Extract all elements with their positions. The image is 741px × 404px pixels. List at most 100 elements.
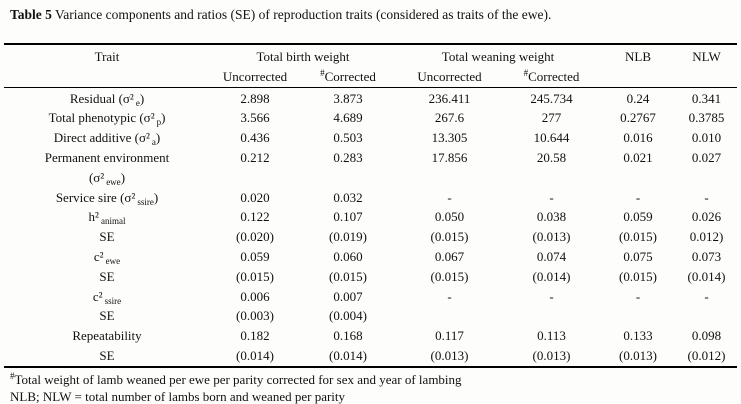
table-row: SE (0.014) (0.014) (0.013) (0.013) (0.013) (0.… — [4, 346, 737, 367]
trait-label: Residual (σ² e) — [69, 90, 145, 108]
value-cell: (0.013) — [430, 347, 469, 363]
footnote-nlb-nlw: NLB; NLW = total number of lambs born an… — [10, 388, 737, 404]
value-cell: (0.013) — [532, 229, 571, 245]
value-cell: 0.026 — [691, 209, 722, 225]
value-cell: (0.003) — [236, 308, 274, 324]
footnote-text: Total weight of lamb weaned per ewe per … — [14, 371, 462, 387]
table-row: SE (0.015) (0.015) (0.015) (0.014) (0.015) (0.… — [4, 267, 737, 287]
value-cell: (0.014) — [532, 268, 571, 284]
value-cell: (0.014) — [687, 268, 726, 284]
value-cell: 20.58 — [536, 149, 567, 165]
value-cell: 0.117 — [435, 328, 464, 344]
value-cell: 3.873 — [333, 90, 363, 106]
subheader-blank — [676, 67, 737, 87]
value-cell: - — [704, 288, 709, 304]
value-cell: 0.107 — [333, 209, 363, 225]
table-row: h² animal 0.122 0.107 0.050 0.038 0.059 0.026 — [4, 207, 737, 227]
value-cell: 0.3785 — [688, 110, 725, 126]
value-cell: (0.015) — [619, 229, 657, 245]
value-cell: (0.013) — [532, 347, 571, 363]
value-cell: 0.027 — [691, 149, 722, 165]
value-cell: 0.212 — [240, 149, 270, 165]
trait-label: SE — [99, 268, 115, 284]
value-cell: (0.015) — [329, 268, 367, 284]
value-cell: 4.689 — [333, 110, 363, 126]
subheader-blank — [600, 67, 676, 87]
value-cell: 0.436 — [240, 130, 270, 146]
value-cell: - — [549, 288, 554, 304]
value-cell: (0.015) — [430, 229, 469, 245]
table-header: Trait Total birth weight Total weaning w… — [4, 44, 738, 88]
value-cell — [600, 306, 676, 326]
value-cell: - — [447, 288, 452, 304]
column-group-total-weaning-weight: Total weaning weight — [441, 49, 555, 64]
value-cell — [503, 306, 600, 326]
value-cell: (0.015) — [619, 268, 657, 284]
value-cell: 0.007 — [333, 288, 363, 304]
value-cell: 10.644 — [533, 130, 570, 146]
value-cell: 0.021 — [623, 149, 653, 165]
table-row: SE (0.003) (0.004) — [4, 306, 737, 326]
value-cell: (0.015) — [236, 268, 274, 284]
footnote-text: NLB; NLW = total number of lambs born an… — [10, 389, 346, 404]
value-cell: (0.012) — [687, 347, 726, 363]
value-cell: 0.075 — [623, 248, 653, 264]
value-cell: - — [635, 288, 641, 304]
table-row: Residual (σ² e) 2.898 3.873 236.411 245.734 0.… — [4, 87, 737, 108]
table-row: Repeatability 0.182 0.168 0.117 0.113 0.133 0.… — [4, 326, 737, 346]
value-cell: 0.032 — [333, 189, 363, 205]
value-cell: 0.012) — [689, 229, 724, 245]
column-header-nlb: NLB — [625, 49, 652, 64]
value-cell: (0.020) — [236, 229, 274, 245]
trait-label: c² ssire — [92, 288, 122, 306]
value-cell: 0.010 — [691, 130, 722, 146]
table-row: c² ssire 0.006 0.007 - - - - — [4, 287, 737, 307]
value-cell: 0.24 — [626, 90, 650, 106]
corrected-marker: # — [523, 67, 529, 78]
trait-label: SE — [99, 229, 115, 245]
column-subheader: #Corrected — [320, 67, 376, 84]
corrected-marker: # — [320, 67, 325, 78]
footnote-corrected: #Total weight of lamb weaned per ewe per… — [10, 371, 737, 389]
value-cell: 267.6 — [434, 110, 465, 126]
column-subheader: Uncorrected — [222, 68, 288, 84]
value-cell: 3.566 — [240, 110, 270, 126]
value-cell: 0.074 — [536, 248, 567, 264]
value-cell: 13.305 — [431, 130, 468, 146]
trait-label: Direct additive (σ² a) — [53, 130, 161, 148]
value-cell: 0.038 — [536, 209, 567, 225]
header-row-groups: Trait Total birth weight Total weaning w… — [4, 44, 737, 67]
value-cell: 0.283 — [333, 149, 363, 165]
table-row: Permanent environment (σ² ewe) 0.212 0.283 17… — [4, 148, 737, 188]
value-cell: 0.020 — [240, 189, 270, 205]
table-number: Table 5 — [10, 7, 52, 22]
value-cell: 0.133 — [623, 328, 653, 344]
table-caption-text: Variance components and ratios (SE) of r… — [51, 7, 552, 22]
table-row: Service sire (σ² ssire) 0.020 0.032 - - - - — [4, 188, 737, 208]
trait-label: SE — [99, 308, 115, 324]
trait-label: Repeatability — [72, 328, 142, 344]
table-row: SE (0.020) (0.019) (0.015) (0.013) (0.015) 0.0… — [4, 227, 737, 247]
value-cell: 17.856 — [431, 149, 468, 165]
column-subheader: #Corrected — [523, 67, 580, 84]
value-cell: - — [447, 189, 452, 205]
table-body: Residual (σ² e) 2.898 3.873 236.411 245.734 0.… — [4, 87, 737, 367]
trait-label: c² ewe — [93, 248, 121, 266]
table-row: Total phenotypic (σ² p) 3.566 4.689 267.6 277… — [4, 108, 737, 128]
value-cell: (0.015) — [430, 268, 469, 284]
value-cell: (0.019) — [329, 229, 367, 245]
value-cell: - — [704, 189, 709, 205]
value-cell: 0.006 — [240, 288, 270, 304]
value-cell — [396, 306, 503, 326]
value-cell: 0.182 — [240, 328, 270, 344]
value-cell: 236.411 — [428, 90, 471, 106]
table-caption: Table 5 Variance components and ratios (… — [10, 6, 731, 24]
value-cell: 0.060 — [333, 248, 363, 264]
column-header-trait: Trait — [94, 49, 120, 64]
table-row: c² ewe 0.059 0.060 0.067 0.074 0.075 0.073 — [4, 247, 737, 267]
footnotes: #Total weight of lamb weaned per ewe per… — [10, 371, 737, 404]
value-cell: - — [549, 189, 554, 205]
value-cell: (0.014) — [329, 347, 367, 363]
header-row-subheaders: Uncorrected #Corrected Uncorrected #Correct… — [4, 67, 737, 87]
